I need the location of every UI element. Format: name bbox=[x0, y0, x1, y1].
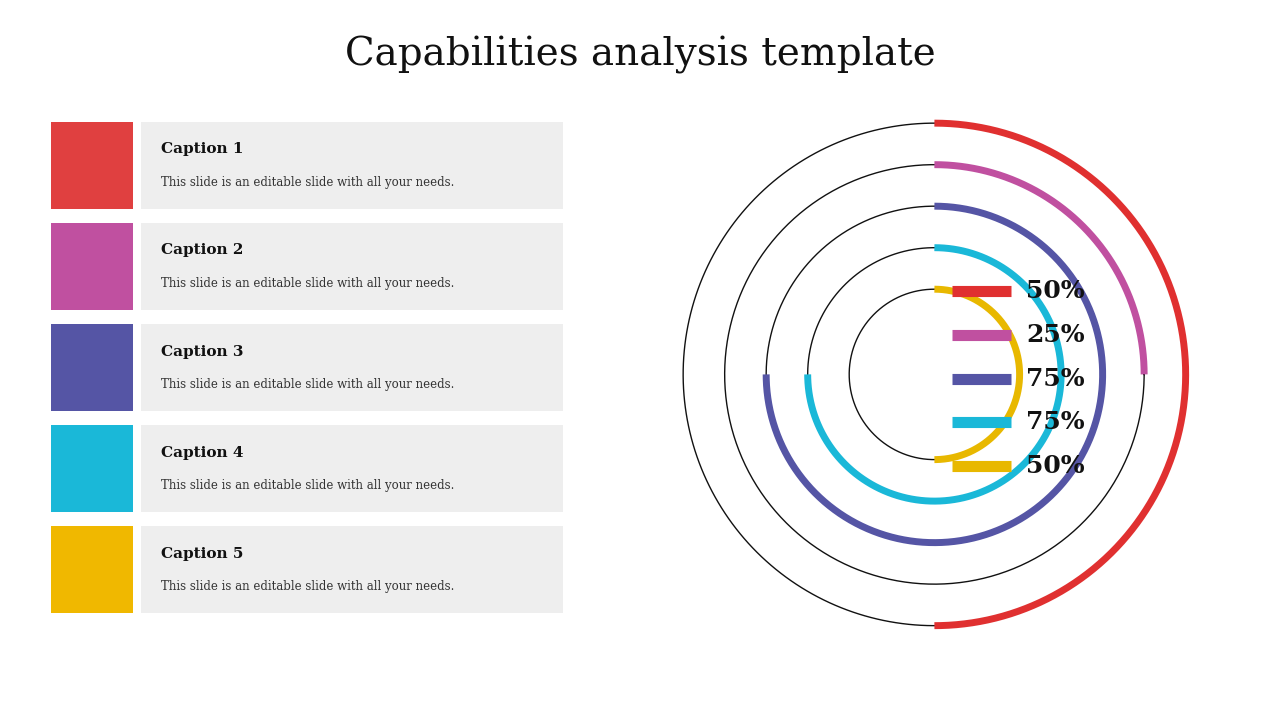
Text: 50%: 50% bbox=[1027, 454, 1084, 478]
Text: Caption 5: Caption 5 bbox=[161, 546, 243, 561]
FancyBboxPatch shape bbox=[51, 222, 133, 310]
Text: Capabilities analysis template: Capabilities analysis template bbox=[344, 36, 936, 74]
Text: This slide is an editable slide with all your needs.: This slide is an editable slide with all… bbox=[161, 176, 454, 189]
Text: Caption 3: Caption 3 bbox=[161, 345, 243, 359]
FancyBboxPatch shape bbox=[51, 122, 133, 209]
Text: Caption 4: Caption 4 bbox=[161, 446, 243, 459]
Text: Caption 1: Caption 1 bbox=[161, 143, 243, 156]
FancyBboxPatch shape bbox=[141, 222, 563, 310]
FancyBboxPatch shape bbox=[51, 425, 133, 512]
Text: This slide is an editable slide with all your needs.: This slide is an editable slide with all… bbox=[161, 580, 454, 593]
FancyBboxPatch shape bbox=[141, 425, 563, 512]
Text: This slide is an editable slide with all your needs.: This slide is an editable slide with all… bbox=[161, 480, 454, 492]
FancyBboxPatch shape bbox=[141, 324, 563, 410]
Text: This slide is an editable slide with all your needs.: This slide is an editable slide with all… bbox=[161, 378, 454, 391]
Text: Caption 2: Caption 2 bbox=[161, 243, 243, 258]
FancyBboxPatch shape bbox=[51, 324, 133, 410]
Text: 50%: 50% bbox=[1027, 279, 1084, 303]
FancyBboxPatch shape bbox=[141, 122, 563, 209]
Text: 75%: 75% bbox=[1027, 366, 1084, 391]
FancyBboxPatch shape bbox=[51, 526, 133, 613]
Text: This slide is an editable slide with all your needs.: This slide is an editable slide with all… bbox=[161, 277, 454, 290]
Text: 25%: 25% bbox=[1027, 323, 1084, 347]
FancyBboxPatch shape bbox=[141, 526, 563, 613]
Text: 75%: 75% bbox=[1027, 410, 1084, 434]
